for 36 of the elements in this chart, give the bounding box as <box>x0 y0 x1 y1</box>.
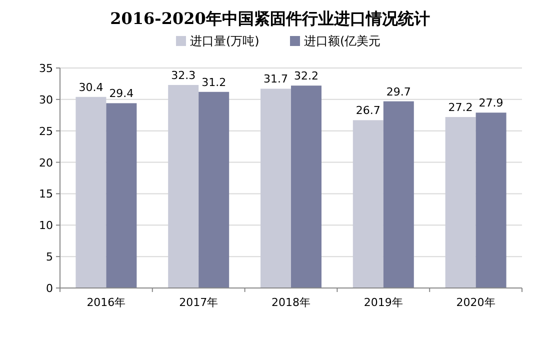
data-label: 31.2 <box>202 76 226 89</box>
data-label: 32.2 <box>294 70 318 83</box>
bar <box>445 117 476 288</box>
y-tick-label: 10 <box>39 219 53 232</box>
data-label: 27.2 <box>448 101 473 114</box>
bar <box>476 112 506 288</box>
data-label: 29.4 <box>109 87 134 100</box>
y-tick-label: 5 <box>46 250 53 264</box>
bar <box>260 88 291 288</box>
y-tick-label: 20 <box>39 156 53 170</box>
data-label: 26.7 <box>356 104 380 118</box>
y-tick-label: 35 <box>39 62 53 75</box>
y-tick-label: 15 <box>39 188 53 201</box>
bar <box>76 96 106 288</box>
bar <box>383 101 414 288</box>
bar <box>198 92 230 288</box>
data-label: 30.4 <box>78 80 104 94</box>
data-label: 31.7 <box>264 72 288 86</box>
y-tick-label: 0 <box>46 282 53 295</box>
y-tick-label: 25 <box>39 124 53 138</box>
bar <box>106 103 137 288</box>
x-tick-label: 2019年 <box>364 296 403 309</box>
x-tick-label: 2017年 <box>179 296 218 309</box>
x-tick-label: 2018年 <box>272 296 310 309</box>
bar <box>168 84 199 288</box>
y-tick-label: 30 <box>39 93 53 106</box>
bar <box>291 86 322 288</box>
chart-title: 2016-2020年中国紧固件行业进口情况统计 <box>110 9 430 28</box>
legend-label: 进口量(万吨) <box>190 34 260 48</box>
data-label: 29.7 <box>386 85 411 98</box>
data-label: 27.9 <box>478 96 504 110</box>
x-tick-label: 2020年 <box>456 296 496 309</box>
x-tick-label: 2016年 <box>86 296 126 309</box>
legend-label: 进口额(亿美元 <box>304 34 381 48</box>
bar <box>352 120 384 288</box>
data-label: 32.3 <box>171 68 196 82</box>
